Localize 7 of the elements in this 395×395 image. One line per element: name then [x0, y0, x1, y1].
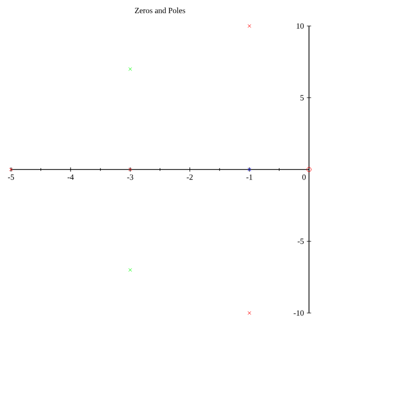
- point: [248, 168, 252, 172]
- point: [128, 168, 132, 172]
- point: [248, 24, 252, 28]
- point: [306, 167, 312, 172]
- point: [128, 67, 132, 71]
- point: [248, 311, 252, 315]
- point: [128, 268, 132, 272]
